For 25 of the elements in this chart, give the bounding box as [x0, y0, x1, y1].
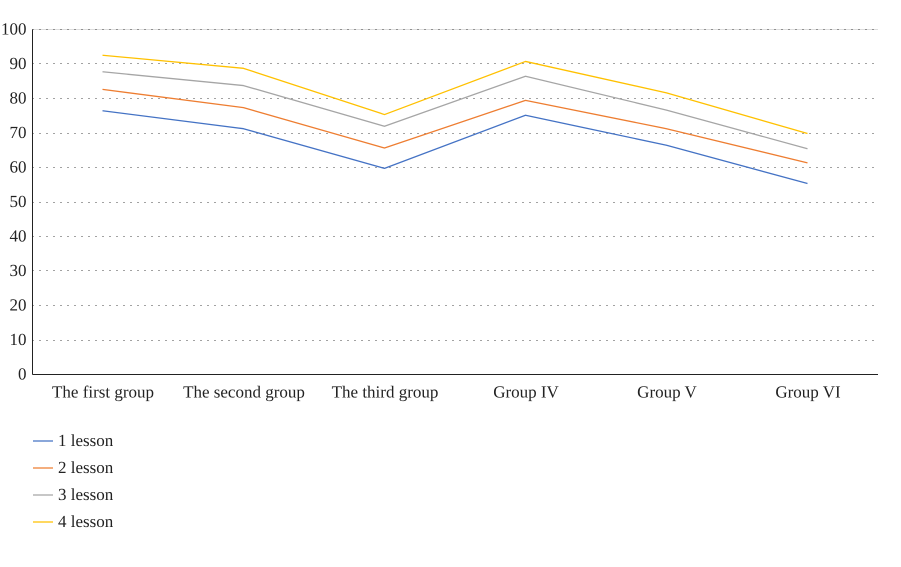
legend-label: 1 lesson [58, 431, 114, 450]
y-tick-label: 30 [10, 261, 26, 280]
y-tick-label: 50 [10, 192, 26, 211]
y-tick-label: 100 [1, 20, 26, 38]
y-tick-label: 70 [10, 123, 26, 142]
x-tick-label: Group V [637, 382, 698, 402]
x-tick-label: The third group [332, 382, 438, 402]
line-series [102, 110, 808, 184]
y-tick-label: 20 [10, 296, 26, 314]
x-tick-label: Group IV [493, 382, 560, 402]
x-tick-label: The first group [52, 382, 154, 402]
y-tick-label: 90 [10, 54, 26, 73]
y-tick-label: 10 [10, 330, 26, 349]
y-tick-label: 0 [18, 364, 26, 384]
y-tick-label: 60 [10, 158, 26, 176]
legend-label: 2 lesson [58, 458, 114, 477]
line-series [102, 88, 808, 164]
y-tick-label: 40 [10, 226, 26, 246]
legend-label: 3 lesson [58, 485, 114, 504]
y-tick-label: 80 [10, 88, 26, 108]
line-series [102, 54, 808, 134]
line-series [102, 71, 808, 150]
x-tick-label: Group VI [775, 382, 841, 402]
legend-label: 4 lesson [58, 512, 114, 531]
x-tick-label: The second group [183, 382, 305, 402]
